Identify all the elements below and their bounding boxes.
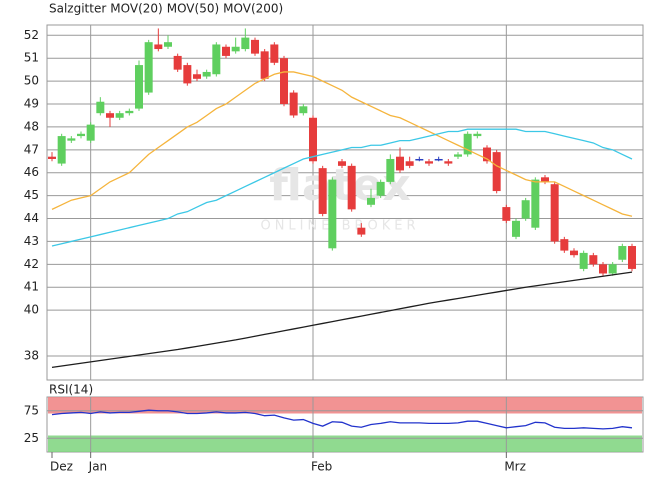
candle-body	[222, 46, 230, 56]
candle-body	[492, 152, 501, 192]
candle-body	[521, 200, 530, 219]
candle-body	[434, 158, 443, 161]
candle-body	[144, 42, 153, 93]
candle-body	[96, 101, 105, 114]
y-tick-label: 42	[24, 257, 39, 271]
candle-body	[405, 161, 414, 166]
legend-entry: MOV(20)	[110, 2, 162, 16]
candle-body	[48, 156, 56, 159]
candle-body	[251, 39, 259, 54]
y-tick-label: 49	[24, 97, 39, 111]
candle-body	[115, 113, 124, 118]
y-tick-label: 50	[24, 74, 39, 88]
candle-body	[589, 255, 598, 265]
candle-body	[289, 92, 298, 116]
candle-body	[57, 136, 66, 164]
y-tick-label: 47	[24, 142, 39, 156]
candle-body	[183, 65, 192, 84]
candle-body	[599, 264, 607, 274]
candle-body	[202, 71, 211, 77]
rsi-title: RSI(14)	[49, 383, 93, 397]
candle-body	[135, 65, 143, 109]
y-tick-label: 75	[24, 403, 39, 417]
y-tick-label: 41	[24, 280, 39, 294]
candle-body	[550, 184, 559, 242]
y-tick-label: 45	[24, 188, 39, 202]
candle-body	[454, 154, 462, 157]
candle-body	[77, 133, 85, 137]
candle-body	[579, 252, 588, 269]
candle-body	[628, 246, 636, 269]
candle-body	[231, 46, 240, 52]
candle-body	[541, 177, 549, 182]
candle-body	[357, 227, 366, 235]
candle-body	[260, 51, 269, 79]
candle-body	[241, 37, 250, 50]
series-line	[51, 271, 633, 369]
candle-body	[338, 161, 346, 166]
candle-body	[396, 156, 404, 171]
candle-body	[173, 55, 182, 70]
candle-body	[347, 165, 356, 210]
candle-body	[67, 138, 76, 141]
candle-body	[570, 250, 578, 256]
candle-body	[154, 44, 163, 50]
y-tick-label: 43	[24, 234, 39, 248]
x-tick-label: Dez	[50, 460, 73, 474]
candle-body	[483, 147, 491, 162]
candle-body	[425, 161, 433, 164]
candle-body	[212, 44, 221, 75]
candle-body	[531, 179, 540, 228]
rsi-band	[48, 397, 642, 414]
candle-body	[106, 113, 114, 118]
candle-body	[376, 181, 385, 196]
candle-body	[444, 161, 453, 164]
series-line	[51, 128, 633, 247]
candle-body	[164, 42, 172, 47]
chart-title: Salzgitter	[49, 2, 106, 16]
x-tick-label: Mrz	[504, 460, 526, 474]
candle-body	[86, 124, 95, 141]
y-tick-label: 52	[24, 28, 39, 42]
candle-body	[512, 220, 520, 237]
candle-body	[560, 239, 569, 251]
candle-body	[473, 133, 482, 137]
candle-body	[502, 207, 511, 221]
candle-body	[270, 44, 279, 63]
legend-entry: MOV(50)	[167, 2, 219, 16]
candle-body	[318, 168, 327, 214]
legend-entry: MOV(200)	[223, 2, 283, 16]
candle-body	[463, 133, 472, 155]
y-tick-label: 38	[24, 348, 39, 362]
y-tick-label: 25	[24, 431, 39, 445]
candle-body	[280, 58, 288, 105]
y-tick-label: 48	[24, 119, 39, 133]
candle-body	[299, 106, 308, 114]
candle-body	[618, 246, 627, 260]
candle-body	[309, 117, 317, 162]
candle-body	[415, 158, 424, 161]
y-tick-label: 40	[24, 303, 39, 317]
y-tick-label: 51	[24, 51, 39, 65]
candle-body	[125, 110, 134, 114]
watermark: flatex ONLINE BROKER	[260, 160, 419, 234]
candle-body	[386, 158, 395, 182]
series-line	[51, 71, 633, 217]
series-line	[51, 409, 633, 430]
rsi-band	[48, 435, 642, 452]
candle-body	[608, 264, 617, 274]
watermark-tagline: ONLINE BROKER	[260, 219, 419, 234]
y-tick-label: 46	[24, 165, 39, 179]
candle-body	[367, 197, 375, 205]
x-tick-label: Feb	[311, 460, 332, 474]
candle-body	[328, 179, 337, 249]
x-tick-label: Jan	[88, 460, 108, 474]
y-tick-label: 44	[24, 211, 39, 225]
candle-body	[193, 74, 201, 79]
